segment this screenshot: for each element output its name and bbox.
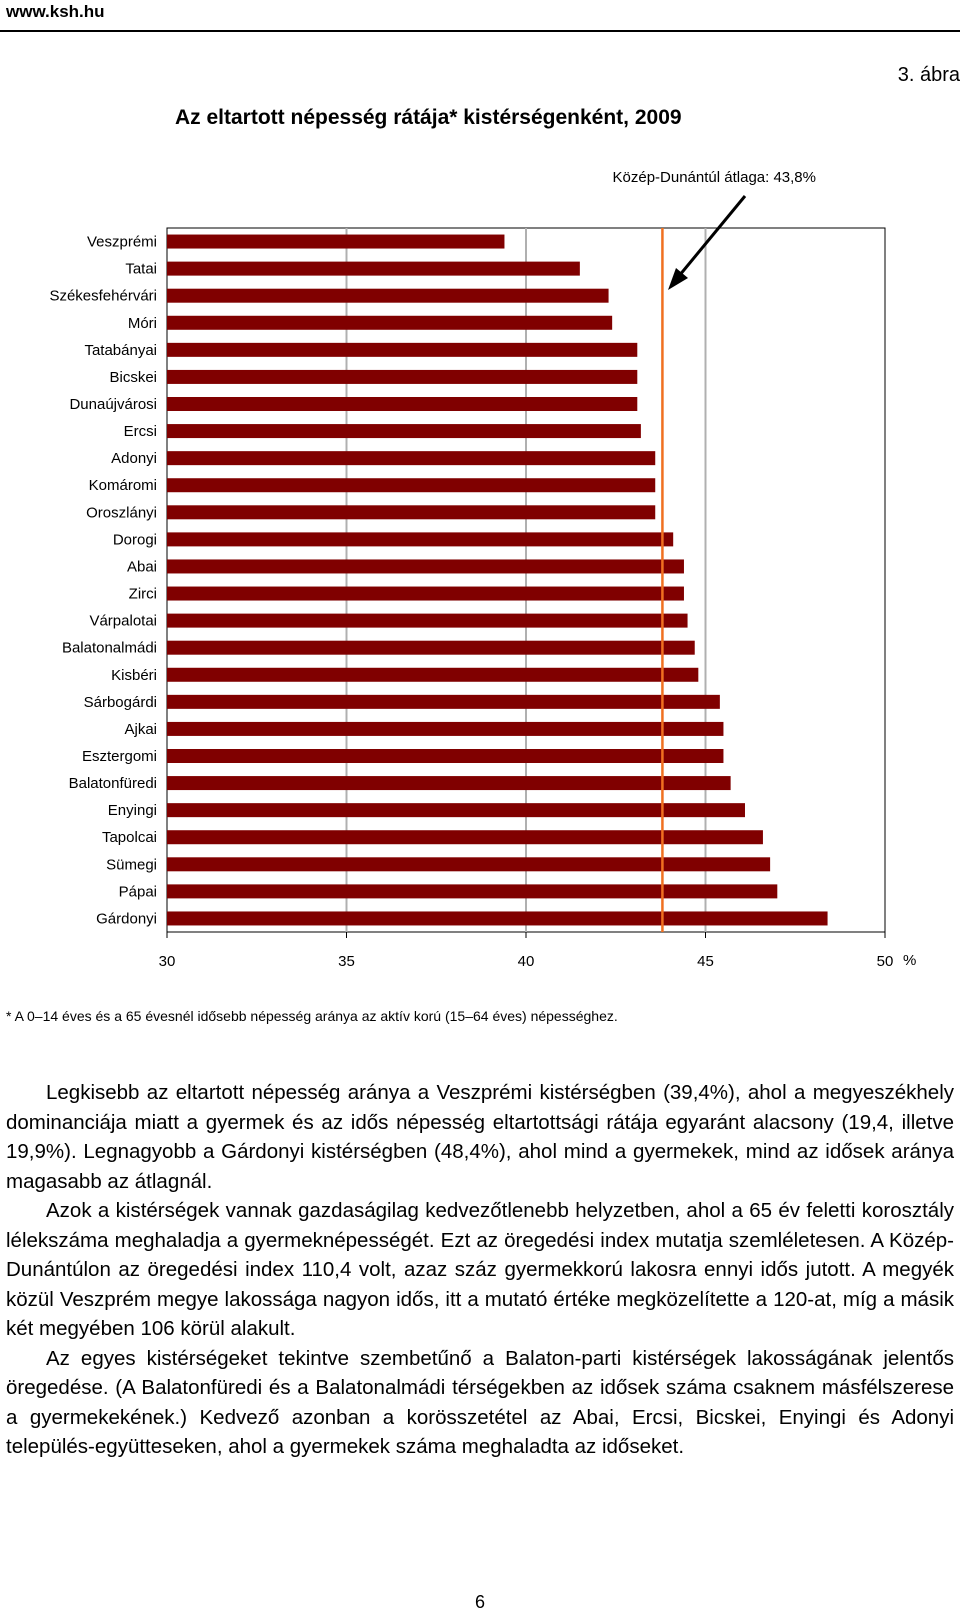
average-label: Közép-Dunántúl átlaga: 43,8% [613, 169, 816, 186]
paragraph-3: Az egyes kistérségeket tekintve szembetű… [6, 1346, 954, 1459]
bar [167, 261, 580, 276]
category-label: Zirci [129, 586, 157, 603]
arrow-head [668, 268, 688, 290]
bar [167, 721, 724, 736]
category-label: Ercsi [124, 423, 157, 440]
bar [167, 315, 613, 330]
category-label: Gárdonyi [96, 910, 157, 927]
bar [167, 478, 656, 493]
category-label: Balatonalmádi [62, 640, 157, 657]
x-unit-label: % [903, 952, 916, 969]
category-label: Pápai [119, 883, 157, 900]
paragraph-1: Legkisebb az eltartott népesség aránya a… [6, 1081, 954, 1193]
category-label: Várpalotai [89, 613, 157, 630]
category-label: Tatabányai [84, 342, 157, 359]
category-label: Móri [128, 315, 157, 332]
bar [167, 559, 684, 574]
arrow-shaft [677, 195, 747, 277]
x-tick-label: 45 [697, 953, 714, 970]
x-tick-label: 40 [518, 953, 535, 970]
bar [167, 640, 695, 655]
bar [167, 803, 745, 818]
bar [167, 342, 638, 357]
bar [167, 613, 688, 628]
category-label: Dorogi [113, 531, 157, 548]
chart-footnote: * A 0–14 éves és a 65 évesnél idősebb né… [6, 1008, 618, 1024]
bar [167, 397, 638, 411]
bar [167, 911, 828, 926]
bar [167, 884, 778, 899]
category-label: Tatai [125, 261, 157, 278]
category-label: Sárbogárdi [84, 694, 157, 711]
x-tick-label: 35 [338, 953, 355, 970]
category-label: Kisbéri [111, 667, 157, 684]
bar [167, 451, 656, 466]
category-label: Adonyi [111, 450, 157, 467]
x-tick-label: 30 [159, 953, 176, 970]
bar [167, 694, 720, 709]
bar [167, 776, 731, 791]
category-label: Balatonfüredi [69, 775, 157, 792]
paragraph-2: Azok a kistérségek vannak gazdaságilag k… [6, 1199, 954, 1340]
bar [167, 667, 699, 682]
x-tick-label: 50 [877, 953, 894, 970]
category-label: Komáromi [89, 477, 157, 494]
bar [167, 424, 641, 439]
category-label: Dunaújvárosi [69, 396, 157, 413]
category-label: Veszprémi [87, 234, 157, 251]
bar [167, 857, 771, 872]
bar [167, 749, 724, 763]
category-label: Tapolcai [102, 829, 157, 846]
bar [167, 288, 609, 303]
category-label: Bicskei [109, 369, 157, 386]
bar [167, 532, 674, 547]
chart-title: Az eltartott népesség rátája* kistérsége… [175, 106, 682, 129]
header-rule [0, 30, 960, 32]
page-number: 6 [474, 1592, 485, 1612]
site-url: www.ksh.hu [6, 2, 105, 21]
category-label: Oroszlányi [86, 504, 157, 521]
bar-chart: Veszprémi Tatai Székesfehérvári Móri Tatabán… [49, 169, 916, 970]
bar [167, 586, 684, 601]
category-label: Esztergomi [82, 748, 157, 765]
category-label: Székesfehérvári [49, 288, 157, 305]
figure-number: 3. ábra [897, 64, 960, 86]
bar [167, 234, 505, 249]
category-label: Sümegi [106, 856, 157, 873]
category-label: Ajkai [124, 721, 157, 738]
body-text: Legkisebb az eltartott népesség aránya a… [6, 1078, 954, 1462]
category-label: Enyingi [108, 802, 157, 819]
bar [167, 369, 638, 384]
bar [167, 505, 656, 520]
category-label: Abai [127, 558, 157, 575]
bar [167, 830, 763, 845]
